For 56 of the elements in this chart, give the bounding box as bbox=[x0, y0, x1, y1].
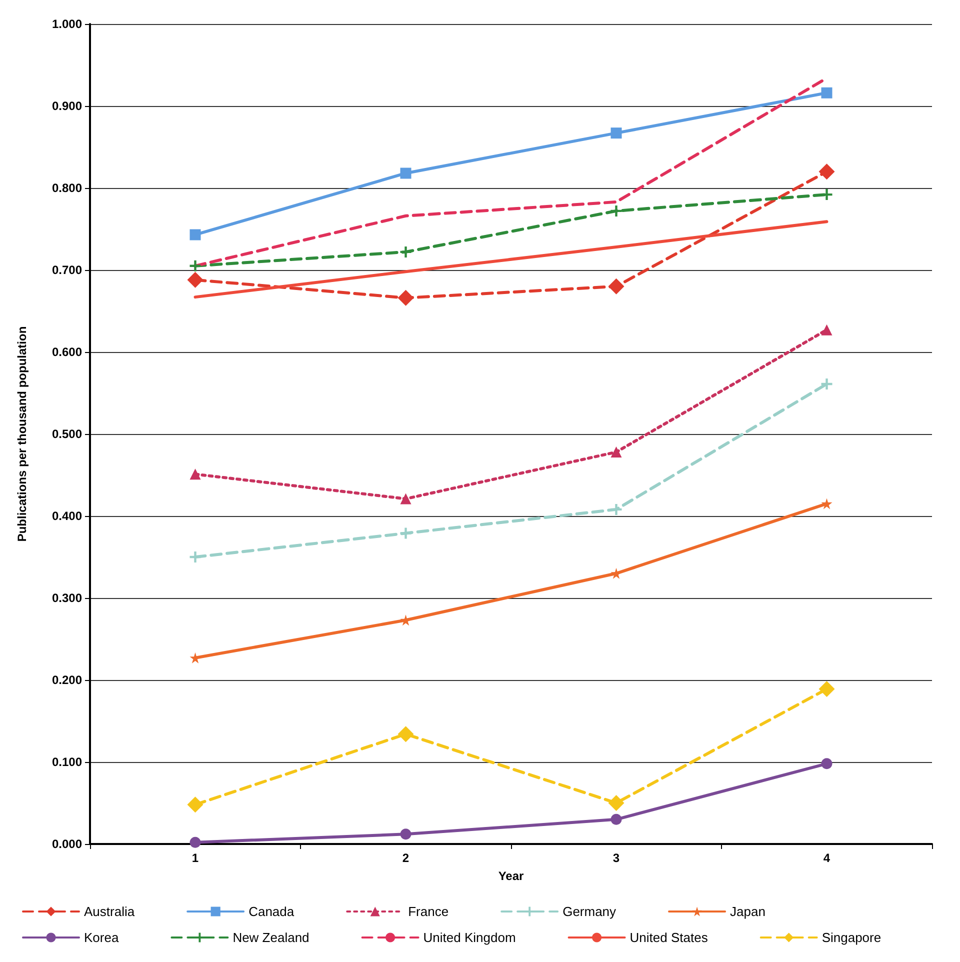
point bbox=[821, 378, 832, 390]
point bbox=[187, 796, 204, 813]
y-tick-label: 0.900 bbox=[52, 99, 82, 113]
point bbox=[818, 164, 835, 180]
point bbox=[818, 681, 835, 698]
point bbox=[821, 498, 832, 510]
legend-label: New Zealand bbox=[232, 930, 310, 945]
point bbox=[821, 87, 832, 98]
y-tick-label: 0.800 bbox=[52, 181, 82, 195]
legend-label: Japan bbox=[730, 904, 766, 919]
legend-label: Singapore bbox=[822, 930, 882, 945]
y-tick-label: 0.000 bbox=[52, 837, 82, 851]
y-tick-label: 0.500 bbox=[52, 427, 82, 441]
point bbox=[190, 229, 201, 240]
legend-label: United States bbox=[630, 930, 708, 945]
y-tick-label: 1.000 bbox=[52, 17, 82, 31]
y-tick-label: 0.100 bbox=[52, 755, 82, 769]
point bbox=[400, 246, 412, 258]
point bbox=[610, 504, 622, 515]
point bbox=[610, 446, 622, 458]
point bbox=[610, 128, 622, 139]
y-tick-label: 0.700 bbox=[52, 263, 82, 277]
x-tick-label: 3 bbox=[612, 851, 620, 865]
point bbox=[608, 795, 624, 811]
point bbox=[821, 758, 832, 770]
point bbox=[398, 290, 414, 306]
legend-label: United Kingdom bbox=[423, 930, 516, 945]
line-series bbox=[194, 220, 828, 299]
point bbox=[190, 836, 201, 848]
x-axis-title: Year bbox=[498, 869, 524, 883]
point bbox=[400, 828, 412, 840]
point bbox=[400, 493, 412, 504]
y-tick-label: 0.400 bbox=[52, 509, 82, 523]
point bbox=[400, 168, 412, 179]
point bbox=[190, 468, 201, 480]
y-tick-label: 0.600 bbox=[52, 345, 82, 359]
x-tick-label: 1 bbox=[192, 851, 199, 865]
y-tick-label: 0.300 bbox=[52, 591, 82, 605]
y-tick-label: 0.200 bbox=[52, 673, 82, 687]
point bbox=[608, 278, 624, 294]
point bbox=[610, 814, 622, 825]
legend-label: Korea bbox=[84, 930, 120, 945]
point bbox=[398, 726, 414, 742]
y-axis-title: Publications per thousand population bbox=[15, 326, 29, 542]
point bbox=[190, 260, 201, 272]
point bbox=[610, 205, 622, 216]
point bbox=[187, 272, 204, 288]
point bbox=[821, 324, 832, 336]
x-tick-label: 4 bbox=[823, 851, 830, 865]
legend-label: Germany bbox=[562, 904, 617, 919]
legend-label: Canada bbox=[248, 904, 295, 919]
x-tick-label: 2 bbox=[402, 851, 410, 865]
point bbox=[190, 552, 201, 562]
legend-label: France bbox=[408, 904, 449, 919]
legend-label: Australia bbox=[84, 904, 136, 919]
point bbox=[400, 528, 412, 539]
